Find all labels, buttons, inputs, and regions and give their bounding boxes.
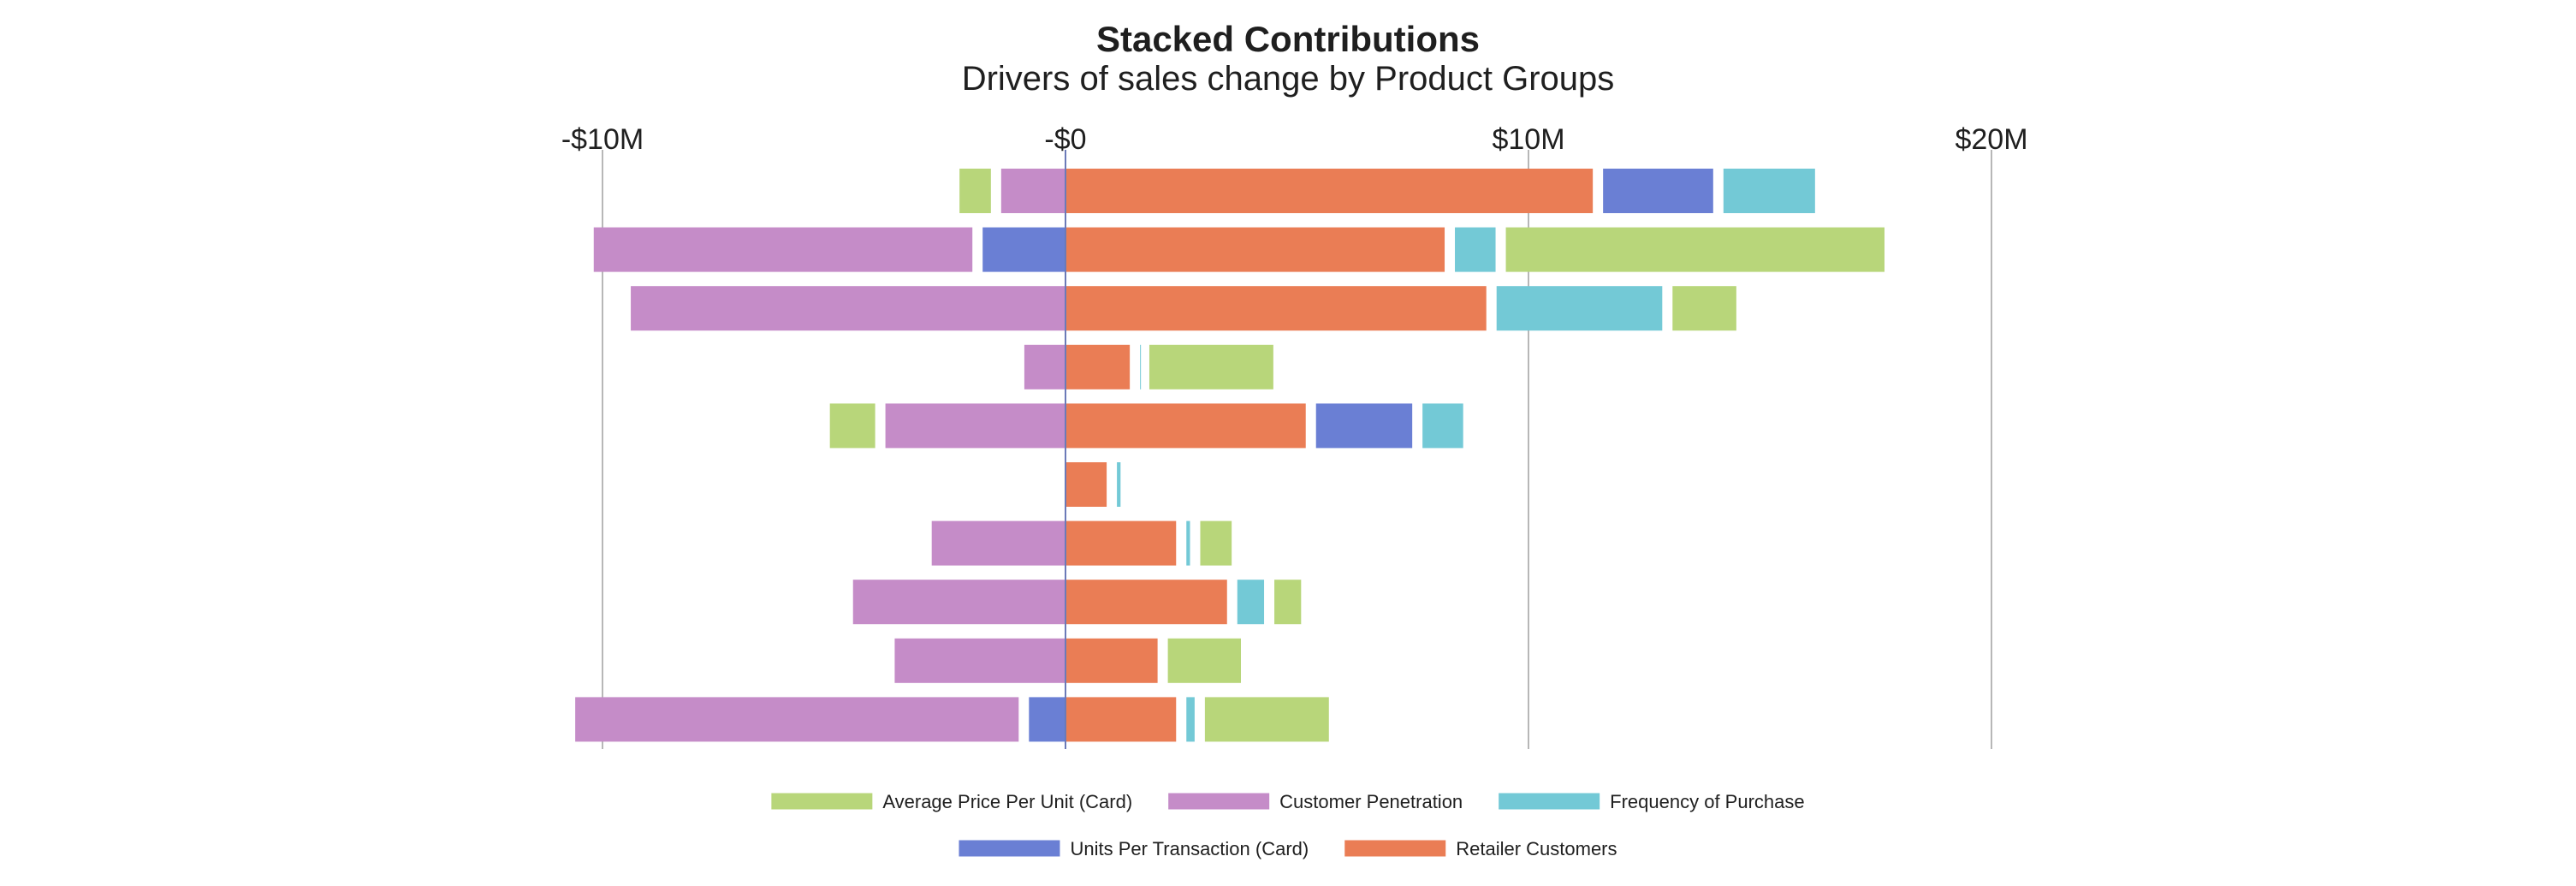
chart-subtitle: Drivers of sales change by Product Group… <box>961 60 1615 98</box>
bar-segment <box>931 520 1065 566</box>
bar-segment <box>1603 169 1713 213</box>
bar-segment <box>1065 344 1131 389</box>
bar-segment <box>575 697 1019 742</box>
bar-segment <box>1065 697 1177 742</box>
legend-item: Customer Penetration <box>1168 791 1463 812</box>
legend-swatch <box>959 840 1060 857</box>
legend-swatch <box>771 793 873 810</box>
bar-segment <box>894 638 1065 683</box>
bar-segment <box>1065 227 1445 272</box>
legend-swatch <box>1344 840 1446 857</box>
bar-segment <box>1024 344 1065 389</box>
x-tick-label: $10M <box>1492 123 1564 156</box>
legend-item: Average Price Per Unit (Card) <box>771 791 1132 812</box>
bar-segment <box>1186 697 1195 742</box>
bar-segment <box>1065 403 1306 449</box>
bar-segment <box>1000 169 1065 213</box>
legend-swatch <box>1168 793 1270 810</box>
bar-segment <box>1065 462 1107 507</box>
bar-segment <box>1065 286 1487 331</box>
legend-item: Units Per Transaction (Card) <box>959 838 1309 859</box>
bar-segment <box>1065 169 1594 213</box>
bar-segment <box>1149 344 1273 389</box>
x-tick-label: -$10M <box>561 123 644 156</box>
chart-title: Stacked Contributions <box>1095 19 1481 59</box>
bar-segment <box>631 286 1065 331</box>
x-tick-label: $20M <box>1955 123 2027 156</box>
x-axis-ticks: -$10M -$0 $10M $20M <box>561 123 2028 156</box>
bar-segment <box>1237 580 1265 625</box>
legend-label: Average Price Per Unit (Card) <box>882 791 1132 812</box>
bar-segment <box>829 403 875 449</box>
legend-swatch <box>1499 793 1600 810</box>
bar-segment <box>1065 638 1158 683</box>
legend-item: Frequency of Purchase <box>1499 791 1805 812</box>
legend-label: Customer Penetration <box>1279 791 1463 812</box>
bar-segment <box>593 227 973 272</box>
bar-segment <box>852 580 1065 625</box>
bar-segment <box>1455 227 1496 272</box>
bar-segment <box>1065 580 1227 625</box>
bar-segment <box>1274 580 1302 625</box>
bar-segment <box>1723 169 1815 213</box>
bar-segment <box>1505 227 1885 272</box>
legend-label: Units Per Transaction (Card) <box>1070 838 1309 859</box>
bar-segment <box>1204 697 1329 742</box>
bar-segment <box>1029 697 1065 742</box>
legend-label: Retailer Customers <box>1456 838 1617 859</box>
bar-segment <box>1496 286 1663 331</box>
bar-segment <box>1315 403 1413 449</box>
bar-segment <box>1140 344 1142 389</box>
bars <box>575 169 1885 742</box>
legend-label: Frequency of Purchase <box>1610 791 1804 812</box>
bar-segment <box>982 227 1065 272</box>
legend-item: Retailer Customers <box>1344 838 1617 859</box>
bar-segment <box>1186 520 1190 566</box>
bar-segment <box>1672 286 1736 331</box>
bar-segment <box>1422 403 1463 449</box>
bar-segment <box>1167 638 1241 683</box>
legend: Average Price Per Unit (Card) Customer Pe… <box>771 791 1805 859</box>
bar-segment <box>1065 520 1177 566</box>
bar-segment <box>959 169 991 213</box>
bar-segment <box>1200 520 1232 566</box>
bar-segment <box>1117 462 1121 507</box>
bar-segment <box>885 403 1065 449</box>
